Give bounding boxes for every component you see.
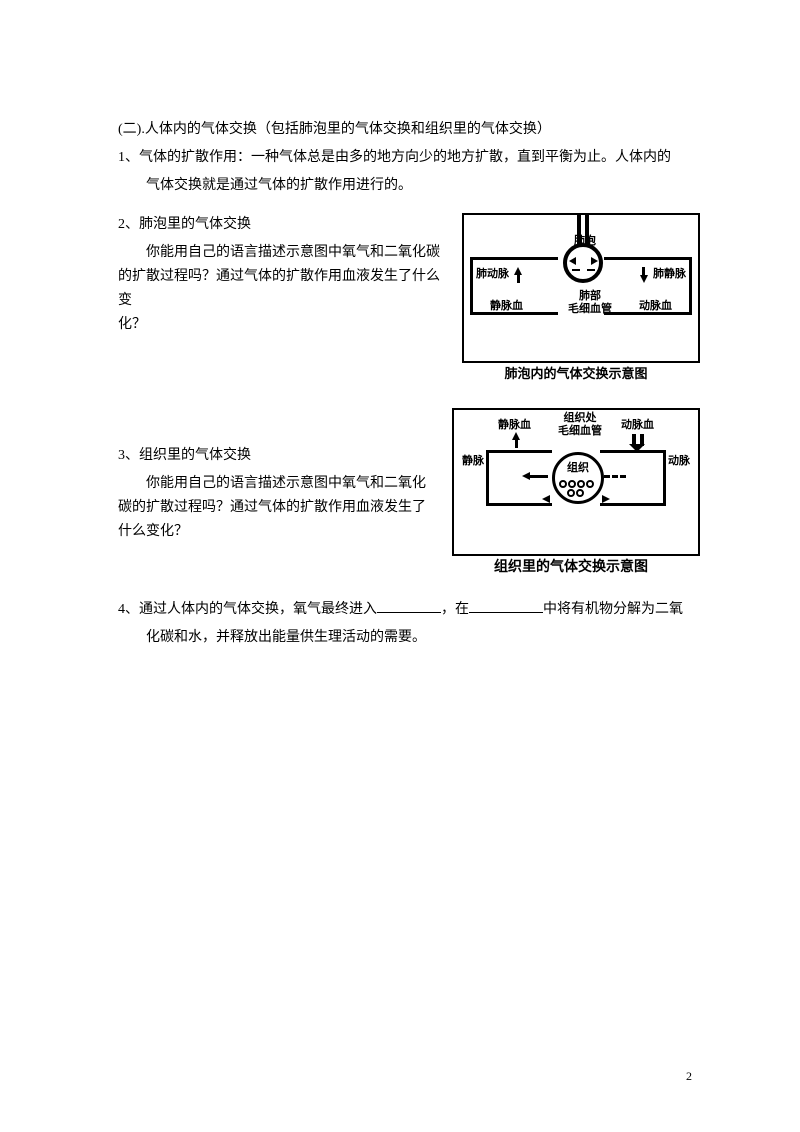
item3-p2: 碳的扩散过程吗？通过气体的扩散作用血液发生了 bbox=[118, 496, 442, 520]
blank-2[interactable] bbox=[469, 599, 543, 613]
label-feidongmai: 肺动脉 bbox=[476, 265, 509, 281]
label-zuzhichu: 组织处毛细血管 bbox=[558, 412, 602, 437]
label-feijingmai: 肺静脉 bbox=[653, 265, 686, 281]
item4-line1: 4、通过人体内的气体交换，氧气最终进入，在中将有机物分解为二氧 bbox=[118, 598, 700, 622]
item-4: 4、通过人体内的气体交换，氧气最终进入，在中将有机物分解为二氧 化碳和水，并释放… bbox=[118, 598, 700, 650]
item4-line2: 化碳和水，并释放出能量供生理活动的需要。 bbox=[118, 626, 700, 650]
item-1: 1、气体的扩散作用：一种气体总是由多的地方向少的地方扩散，直到平衡为止。人体内的… bbox=[118, 146, 700, 198]
item3-p1: 你能用自己的语言描述示意图中氧气和二氧化 bbox=[118, 472, 442, 496]
label-dongmaixue: 动脉血 bbox=[639, 297, 672, 313]
item1-line2: 气体交换就是通过气体的扩散作用进行的。 bbox=[118, 174, 700, 198]
label-jingmaixue2: 静脉血 bbox=[498, 416, 531, 432]
tissue-diagram: 静脉血 组织处毛细血管 动脉血 静脉 动脉 组织 bbox=[452, 408, 700, 556]
alveolar-diagram: 肺泡 肺动脉 肺静脉 静脉血 动脉血 肺部毛细血管 bbox=[462, 213, 700, 363]
item3-head: 3、组织里的气体交换 bbox=[118, 444, 442, 468]
item3-p3: 什么变化？ bbox=[118, 520, 442, 544]
label-dongmaixue2: 动脉血 bbox=[621, 416, 654, 432]
item2-p3: 化？ bbox=[118, 313, 452, 337]
label-feipao: 肺泡 bbox=[574, 232, 596, 248]
item1-line1: 1、气体的扩散作用：一种气体总是由多的地方向少的地方扩散，直到平衡为止。人体内的 bbox=[118, 146, 700, 170]
item2-p2: 的扩散过程吗？通过气体的扩散作用血液发生了什么变 bbox=[118, 265, 452, 313]
item-3: 静脉血 组织处毛细血管 动脉血 静脉 动脉 组织 组织里的气体交换示意图 3、组… bbox=[118, 408, 700, 576]
label-jingmai: 静脉 bbox=[462, 452, 484, 468]
label-jingmaixue: 静脉血 bbox=[490, 297, 523, 313]
item2-p1: 你能用自己的语言描述示意图中氧气和二氧化碳 bbox=[118, 241, 452, 265]
section-title: (二).人体内的气体交换（包括肺泡里的气体交换和组织里的气体交换） bbox=[118, 118, 700, 142]
blank-1[interactable] bbox=[377, 599, 441, 613]
page-number: 2 bbox=[686, 1069, 692, 1084]
label-dongmai: 动脉 bbox=[668, 452, 690, 468]
label-zuzhi: 组织 bbox=[567, 459, 589, 475]
label-feibu: 肺部毛细血管 bbox=[568, 290, 612, 315]
item-2: 肺泡 肺动脉 肺静脉 静脉血 动脉血 肺部毛细血管 肺泡内的气体交换示意图 2、… bbox=[118, 213, 700, 382]
item2-head: 2、肺泡里的气体交换 bbox=[118, 213, 452, 237]
